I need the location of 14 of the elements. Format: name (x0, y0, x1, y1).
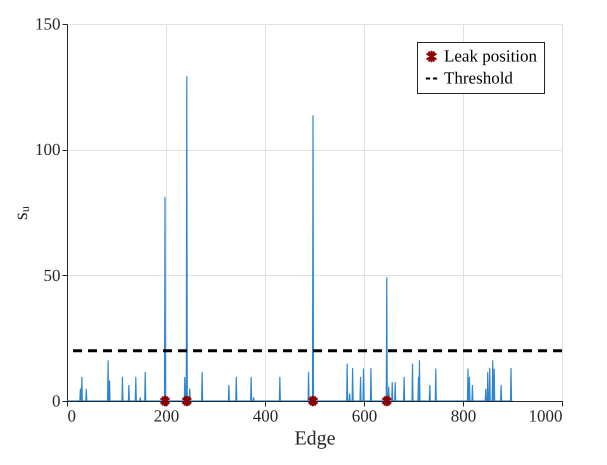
x-tick-label: 800 (450, 406, 476, 426)
x-tick-label: 200 (154, 406, 180, 426)
y-tick-label: 0 (52, 392, 60, 410)
x-tick-label: 600 (352, 406, 378, 426)
x-tick-label: 1000 (528, 406, 562, 426)
legend-label: Leak position (444, 46, 538, 66)
x-tick-label: 400 (252, 406, 278, 426)
legend-label: Threshold (444, 68, 514, 88)
y-axis-title: sᵤ (10, 205, 32, 220)
x-tick-label: 0 (68, 406, 76, 426)
x-axis-title: Edge (294, 428, 336, 450)
y-tick-label: 150 (35, 14, 60, 34)
y-tick-label: 50 (44, 266, 60, 285)
y-tick-label: 100 (35, 140, 60, 160)
